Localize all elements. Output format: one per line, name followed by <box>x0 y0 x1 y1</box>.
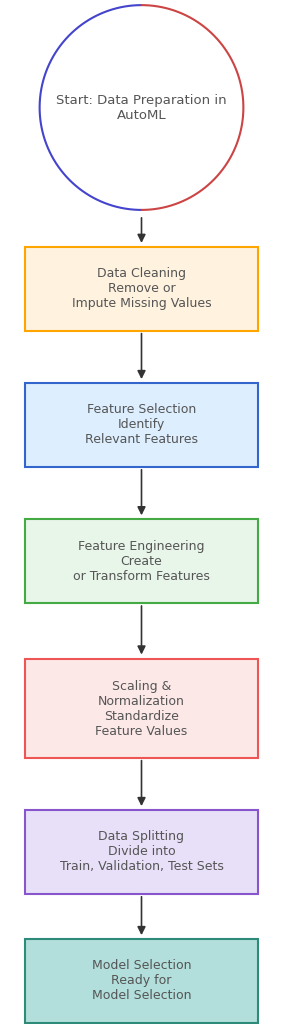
FancyBboxPatch shape <box>25 519 258 603</box>
Text: Model Selection
Ready for
Model Selection: Model Selection Ready for Model Selectio… <box>92 959 191 1002</box>
FancyBboxPatch shape <box>25 659 258 758</box>
Text: Feature Engineering
Create
or Transform Features: Feature Engineering Create or Transform … <box>73 540 210 583</box>
FancyBboxPatch shape <box>25 810 258 894</box>
Text: Start: Data Preparation in
AutoML: Start: Data Preparation in AutoML <box>56 93 227 122</box>
FancyBboxPatch shape <box>25 247 258 331</box>
FancyBboxPatch shape <box>25 939 258 1023</box>
Text: Data Splitting
Divide into
Train, Validation, Test Sets: Data Splitting Divide into Train, Valida… <box>59 830 224 873</box>
FancyBboxPatch shape <box>25 383 258 467</box>
Text: Feature Selection
Identify
Relevant Features: Feature Selection Identify Relevant Feat… <box>85 403 198 446</box>
Text: Data Cleaning
Remove or
Impute Missing Values: Data Cleaning Remove or Impute Missing V… <box>72 267 211 310</box>
Text: Scaling &
Normalization
Standardize
Feature Values: Scaling & Normalization Standardize Feat… <box>95 680 188 737</box>
